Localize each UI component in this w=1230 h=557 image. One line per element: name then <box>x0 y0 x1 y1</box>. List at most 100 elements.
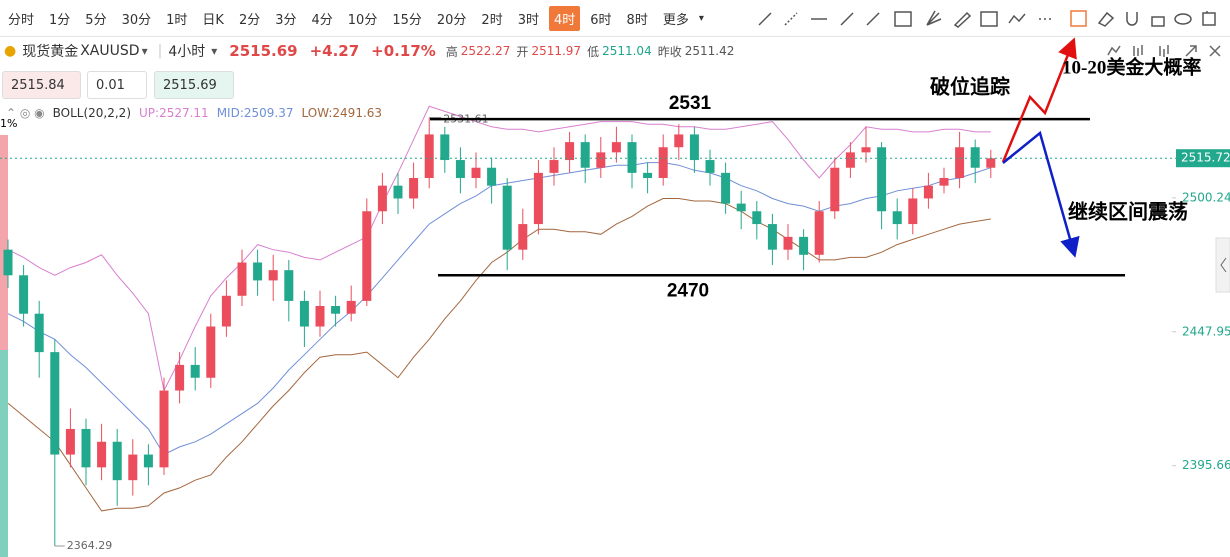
period-tab[interactable]: 30分 <box>121 12 152 28</box>
candle-body <box>299 300 309 327</box>
period-tab[interactable]: 3分 <box>275 12 297 28</box>
candle-body <box>549 160 559 173</box>
level-label: 2470 <box>667 280 709 301</box>
candle-body <box>767 224 777 250</box>
candle-body <box>268 270 278 281</box>
tool-edit[interactable] <box>1070 10 1087 27</box>
period-toolbar: 分时 1分 5分 30分 1时 日K 2分 3分 4分 10分 15分 20分 2时 3时 4时 6时 8时 更多… <box>0 0 1230 37</box>
tool-image[interactable] <box>980 11 998 27</box>
tool-close[interactable] <box>1209 45 1221 57</box>
candle-body <box>424 134 434 178</box>
tool-pen[interactable] <box>953 11 972 28</box>
pane-bar-down <box>0 350 8 557</box>
boll-band <box>7 162 991 456</box>
candle-body <box>471 167 481 178</box>
candle-body <box>331 306 341 314</box>
tool-bars[interactable] <box>1159 45 1169 57</box>
period-tab[interactable]: 8时 <box>626 12 648 28</box>
candle-body <box>159 390 169 468</box>
period-tab[interactable]: 5分 <box>85 12 107 28</box>
tool-eye[interactable] <box>1174 13 1192 25</box>
period-tab[interactable]: 2分 <box>238 12 261 28</box>
candle-body <box>487 167 497 186</box>
instrument-symbol[interactable]: XAUUSD <box>80 43 140 59</box>
tool-expand[interactable] <box>1185 45 1197 57</box>
candle-body <box>362 211 372 301</box>
high-value: 2522.27 <box>460 44 511 58</box>
tool-delete[interactable] <box>1202 11 1216 26</box>
period-tab[interactable]: 分时 <box>8 12 35 28</box>
range-arrow <box>1002 130 1080 258</box>
candle-body <box>752 211 762 225</box>
period-tab[interactable]: 6时 <box>590 12 612 28</box>
tool-line[interactable] <box>758 12 772 26</box>
period-tab[interactable]: 1时 <box>166 12 188 28</box>
tool-lock[interactable] <box>1151 16 1165 27</box>
period-tab[interactable]: 4时 <box>548 5 581 31</box>
quantity[interactable]: 0.01 <box>87 71 147 99</box>
tool-indicator[interactable] <box>1107 45 1121 56</box>
candle-body <box>112 441 122 481</box>
open-label: 开 <box>516 44 529 59</box>
change: +4.27 <box>309 42 360 60</box>
tool-candle[interactable] <box>1133 45 1143 56</box>
period-tab[interactable]: 1分 <box>49 12 71 28</box>
candle-body <box>518 224 528 250</box>
period-tab[interactable]: 日K <box>202 12 224 28</box>
candle-body <box>596 152 606 168</box>
pane-label: 1% <box>0 117 17 130</box>
candle-body <box>689 134 699 161</box>
indicator-name: BOLL(20,2,2) <box>52 106 131 120</box>
candle-body <box>565 142 575 161</box>
period-tab[interactable]: 20分 <box>436 12 467 28</box>
period-tab[interactable]: 4分 <box>311 12 333 28</box>
dropdown-caret[interactable]: ▾ <box>211 44 218 58</box>
indicator-icons[interactable]: ⌃ ◎ ◉ <box>6 106 45 120</box>
last-price-box <box>1176 149 1230 168</box>
candle-body <box>533 172 543 225</box>
tool-magnet[interactable] <box>1126 12 1138 26</box>
interval[interactable]: 4小时 <box>168 44 206 60</box>
tool-channel[interactable] <box>866 12 880 26</box>
tool-fib[interactable] <box>894 11 912 27</box>
breakout-arrow <box>1001 37 1077 163</box>
period-tab[interactable]: 3时 <box>517 12 539 28</box>
tool-fan[interactable] <box>926 10 942 26</box>
sell-price[interactable]: 2515.84 <box>2 71 81 99</box>
period-tab[interactable]: 2时 <box>481 12 503 28</box>
level-label: 2531 <box>669 93 712 114</box>
candle-body <box>221 295 231 327</box>
tool-eraser[interactable] <box>1097 11 1115 27</box>
more-caret[interactable]: ▾ <box>698 12 704 24</box>
candle-body <box>736 203 746 212</box>
period-tab[interactable]: 10分 <box>347 12 378 28</box>
high-label: 高 <box>445 44 458 59</box>
side-tab[interactable] <box>1215 237 1230 293</box>
candle-body <box>253 262 263 281</box>
candle-body <box>830 167 840 212</box>
boll-band <box>7 198 991 512</box>
side-tab-arrow[interactable] <box>1220 257 1227 273</box>
dropdown-caret[interactable]: ▾ <box>141 44 148 58</box>
candle-body <box>97 441 107 468</box>
candle-body <box>377 185 387 212</box>
buy-price[interactable]: 2515.69 <box>154 71 234 99</box>
candle-body <box>237 262 247 296</box>
low-label: 低 <box>587 44 600 59</box>
candle-body <box>440 134 450 161</box>
candle-body <box>923 185 933 199</box>
drawing-tools <box>758 10 1216 28</box>
candle-body <box>861 147 871 153</box>
tool-ray[interactable] <box>784 12 798 26</box>
pane-tools <box>1107 45 1221 57</box>
candle-body <box>643 172 653 178</box>
instrument-name[interactable]: 现货黄金 <box>22 44 79 60</box>
candle-body <box>3 249 13 276</box>
candle-body <box>190 364 200 378</box>
candle-body <box>705 160 715 173</box>
period-tab[interactable]: 更多 <box>662 12 689 28</box>
tool-wave[interactable] <box>1008 13 1026 24</box>
tool-segment[interactable] <box>840 12 854 26</box>
candle-body <box>892 211 902 225</box>
period-tab[interactable]: 15分 <box>392 12 422 28</box>
